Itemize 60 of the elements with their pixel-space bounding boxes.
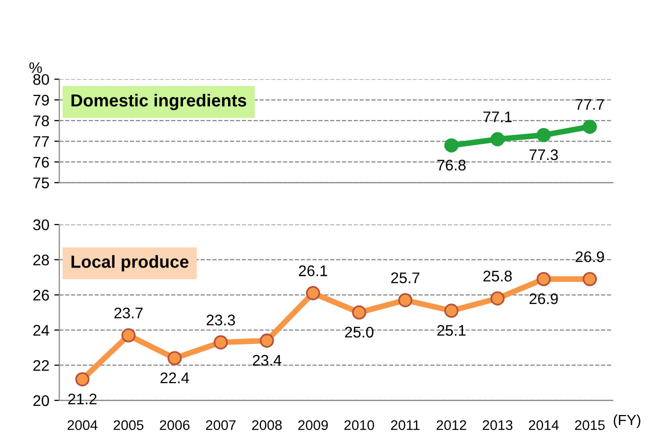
x-tick-label: 2015 bbox=[575, 420, 605, 430]
y-tick-label: 26 bbox=[33, 290, 49, 301]
y-tick-label: 28 bbox=[33, 254, 49, 266]
y-tick-label: 79 bbox=[33, 94, 49, 106]
x-tick-label: 2009 bbox=[298, 420, 328, 430]
x-tick-label: 2006 bbox=[160, 420, 190, 430]
y-tick-label: 30 bbox=[33, 219, 49, 230]
point bbox=[214, 335, 228, 350]
point bbox=[260, 334, 274, 348]
point bbox=[444, 138, 458, 152]
point bbox=[352, 305, 366, 320]
x-tick-label: 2014 bbox=[528, 420, 559, 430]
x-tick-label: 2012 bbox=[436, 420, 466, 430]
data-label: 21.2 bbox=[68, 394, 96, 404]
x-tick-label: 2004 bbox=[68, 420, 98, 430]
x-tick-label: 2005 bbox=[114, 420, 144, 430]
text: Domestic ingredients bbox=[72, 94, 246, 110]
data-label: 25.8 bbox=[483, 270, 512, 282]
data-label: 25.7 bbox=[391, 272, 420, 284]
y-tick-label: 80 bbox=[33, 74, 49, 85]
point bbox=[536, 128, 551, 142]
y-tick-label: 77 bbox=[33, 136, 49, 147]
point bbox=[168, 351, 182, 366]
y-tick-label: 24 bbox=[33, 324, 50, 336]
y-axis-title: % bbox=[29, 62, 42, 74]
point bbox=[490, 291, 505, 306]
data-label: 77.7 bbox=[576, 99, 604, 110]
data-label: 76.8 bbox=[437, 160, 466, 171]
data-label: 26.9 bbox=[576, 251, 604, 262]
point bbox=[121, 328, 136, 342]
data-label: 25.1 bbox=[437, 325, 466, 336]
y-tick-label: 75 bbox=[33, 178, 49, 188]
y-tick-label: 20 bbox=[33, 395, 49, 406]
point bbox=[398, 293, 412, 308]
data-label: 23.7 bbox=[114, 308, 143, 318]
point bbox=[444, 304, 458, 318]
y-tick-label: 78 bbox=[33, 115, 49, 126]
data-label: 26.9 bbox=[530, 293, 558, 304]
data-label: 77.3 bbox=[530, 149, 558, 160]
data-label: 23.4 bbox=[252, 354, 282, 366]
data-label: 77.1 bbox=[483, 112, 512, 122]
data-label: 25.0 bbox=[345, 326, 374, 338]
x-tick-label: 2007 bbox=[206, 420, 236, 430]
x-axis-title: (FY) bbox=[614, 414, 640, 428]
text: Local produce bbox=[72, 255, 188, 272]
data-label: 22.4 bbox=[160, 372, 190, 384]
x-tick-label: 2011 bbox=[391, 420, 420, 430]
data-label: 26.1 bbox=[298, 265, 328, 276]
point bbox=[490, 132, 505, 146]
x-tick-label: 2013 bbox=[482, 420, 512, 430]
data-label: 23.3 bbox=[206, 314, 235, 326]
point bbox=[75, 372, 90, 386]
point bbox=[536, 272, 551, 286]
point bbox=[582, 120, 597, 134]
x-tick-label: 2010 bbox=[344, 420, 374, 430]
x-tick-label: 2008 bbox=[252, 420, 282, 430]
point bbox=[306, 286, 320, 300]
y-tick-label: 76 bbox=[33, 156, 49, 168]
point bbox=[582, 272, 597, 286]
y-tick-label: 22 bbox=[33, 360, 49, 371]
